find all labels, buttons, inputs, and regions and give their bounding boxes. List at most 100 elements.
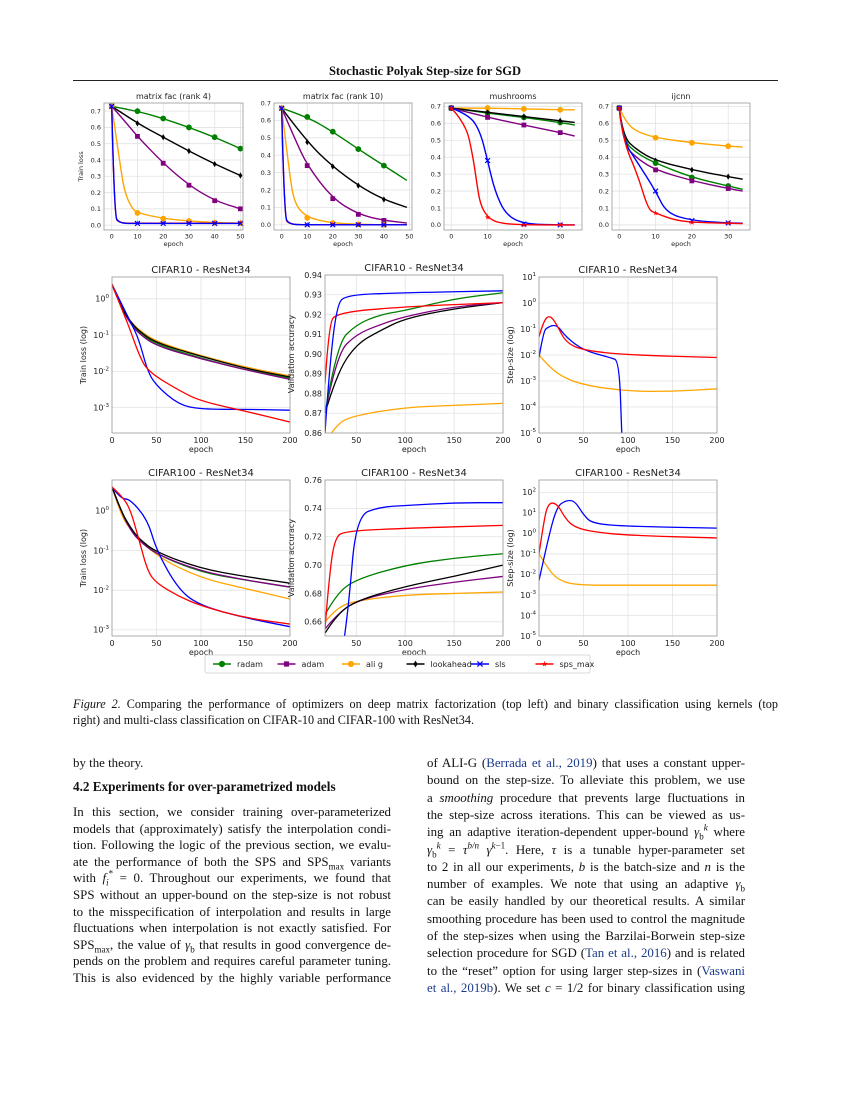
data-point (521, 113, 526, 120)
data-point (558, 117, 563, 124)
x-tick-label: 50 (578, 436, 588, 445)
tick-exponent: 0 (105, 294, 109, 300)
caption-line-2: right) and multi-class classification on… (73, 713, 475, 727)
text-line: selection procedure for SGD (Tan et al.,… (427, 946, 745, 961)
y-tick-label: 10-4 (520, 611, 536, 621)
x-tick-label: 100 (193, 639, 208, 648)
tick-exponent: 0 (105, 506, 109, 512)
series-group (112, 284, 290, 423)
chart-9: 0 50 100 150 20010210110010-110-210-310-410-… (506, 468, 725, 657)
y-tick-label: 0.5 (431, 137, 441, 145)
series-line-sps-max (112, 284, 290, 423)
tick-exponent: 1 (532, 272, 536, 278)
data-point (484, 214, 491, 220)
series-line-sls (112, 284, 290, 411)
series-line-sls (618, 108, 743, 224)
x-tick-label: 50 (236, 233, 244, 241)
x-axis-label: epoch (402, 648, 426, 657)
x-tick-label: 0 (536, 639, 541, 648)
tick-exponent: -1 (530, 549, 536, 555)
series-line-ali-g (325, 591, 503, 623)
data-point (448, 105, 454, 111)
y-tick-label: 100 (95, 294, 109, 304)
x-tick-label: 50 (405, 233, 413, 241)
data-point (211, 220, 218, 227)
series-line-sps-max (618, 108, 743, 225)
series-line-lookahead (112, 486, 290, 584)
series-line-radam (325, 292, 503, 414)
series-line-lookahead (325, 302, 503, 414)
x-tick-label: 50 (351, 436, 361, 445)
legend-label: lookahead (431, 660, 472, 669)
x-tick-label: 200 (709, 436, 724, 445)
y-tick-label: 0.5 (261, 134, 271, 142)
intro-text: by the theory. (73, 756, 144, 770)
y-tick-label: 0.0 (431, 221, 441, 229)
data-point (304, 114, 311, 120)
data-point (652, 160, 659, 167)
text-line: ing an adaptive iteration-dependent uppe… (427, 822, 745, 842)
data-point (330, 163, 335, 170)
series-line-ali-g (539, 553, 717, 586)
series-line-sls (539, 499, 717, 581)
x-axis-label: epoch (503, 240, 523, 248)
data-point (725, 220, 731, 226)
y-tick-label: 100 (95, 506, 109, 516)
header-rule (73, 80, 778, 81)
series-line-ali-g (539, 354, 717, 392)
data-point (304, 163, 310, 169)
y-tick-label: 0.6 (261, 117, 271, 125)
data-point (725, 186, 731, 191)
y-tick-label: 0.3 (599, 170, 609, 178)
y-tick-label: 0.5 (91, 140, 101, 148)
y-tick-label: 0.1 (261, 204, 271, 212)
y-tick-label: 0.3 (431, 170, 441, 178)
series-line-radam (325, 553, 503, 616)
tick-exponent: -1 (103, 546, 109, 552)
series-group (539, 316, 717, 433)
text-line: SPS without an upper-bound on the step-s… (73, 888, 391, 902)
chart-0: 0 10 20 30 40 50 0.0 0.1 0.2 0.3 0.4 0.5 0.6 0.7 matri… (77, 92, 245, 248)
text-line: the step-size across iterations. This ca… (427, 807, 745, 822)
series-line-sps-max (450, 107, 575, 226)
y-tick-label: 10-2 (93, 367, 109, 377)
x-tick-label: 10 (133, 233, 141, 241)
legend-item: sls (471, 660, 506, 669)
series-line-sps-max (325, 524, 503, 629)
caption-label: Figure 2. (73, 697, 121, 711)
data-point (725, 143, 732, 150)
y-axis-label: Step-size (log) (506, 529, 515, 587)
series-line-sps-max (325, 302, 503, 384)
x-tick-label: 50 (351, 639, 361, 648)
tick-exponent: 0 (532, 529, 536, 535)
x-icon (476, 660, 484, 668)
y-tick-label: 0.76 (304, 476, 322, 485)
data-point (689, 219, 695, 225)
text-line: to 2 in all our experiments, b is the ba… (427, 859, 745, 874)
plot-area (274, 103, 412, 230)
y-tick-label: 0.3 (261, 169, 271, 177)
x-tick-label: 0 (449, 233, 453, 241)
figure-caption: Figure 2. Comparing the performance of o… (73, 696, 778, 728)
x-axis-label: epoch (402, 445, 426, 454)
plot-frame (103, 102, 244, 231)
x-tick-label: 40 (380, 233, 388, 241)
text-line: ate the performance of both the SPS and … (73, 854, 391, 872)
y-tick-label: 0.2 (431, 187, 441, 195)
data-point (134, 220, 141, 227)
tick-exponent: -4 (530, 402, 536, 408)
data-point (355, 221, 362, 228)
series-group (325, 290, 503, 433)
plot-frame (538, 479, 718, 637)
series-line-lookahead (112, 284, 290, 378)
text-line: with fi* = 0. Throughout our experiments… (73, 869, 391, 888)
chart-title: CIFAR10 - ResNet34 (364, 263, 463, 274)
text-line: pends on the problem and requires carefu… (73, 954, 391, 969)
chart-8: 50 100 150 200 0.66 0.68 0.70 0.72 0.74 0.76 CIFAR… (287, 468, 511, 657)
y-tick-label: 0.70 (304, 561, 322, 570)
legend-label: adam (302, 660, 325, 669)
series-line-sls (111, 106, 241, 225)
data-point (304, 214, 311, 221)
legend-item: lookahead (406, 660, 472, 669)
legend: radam adam ali g lookahead sls sps_max (204, 654, 595, 674)
